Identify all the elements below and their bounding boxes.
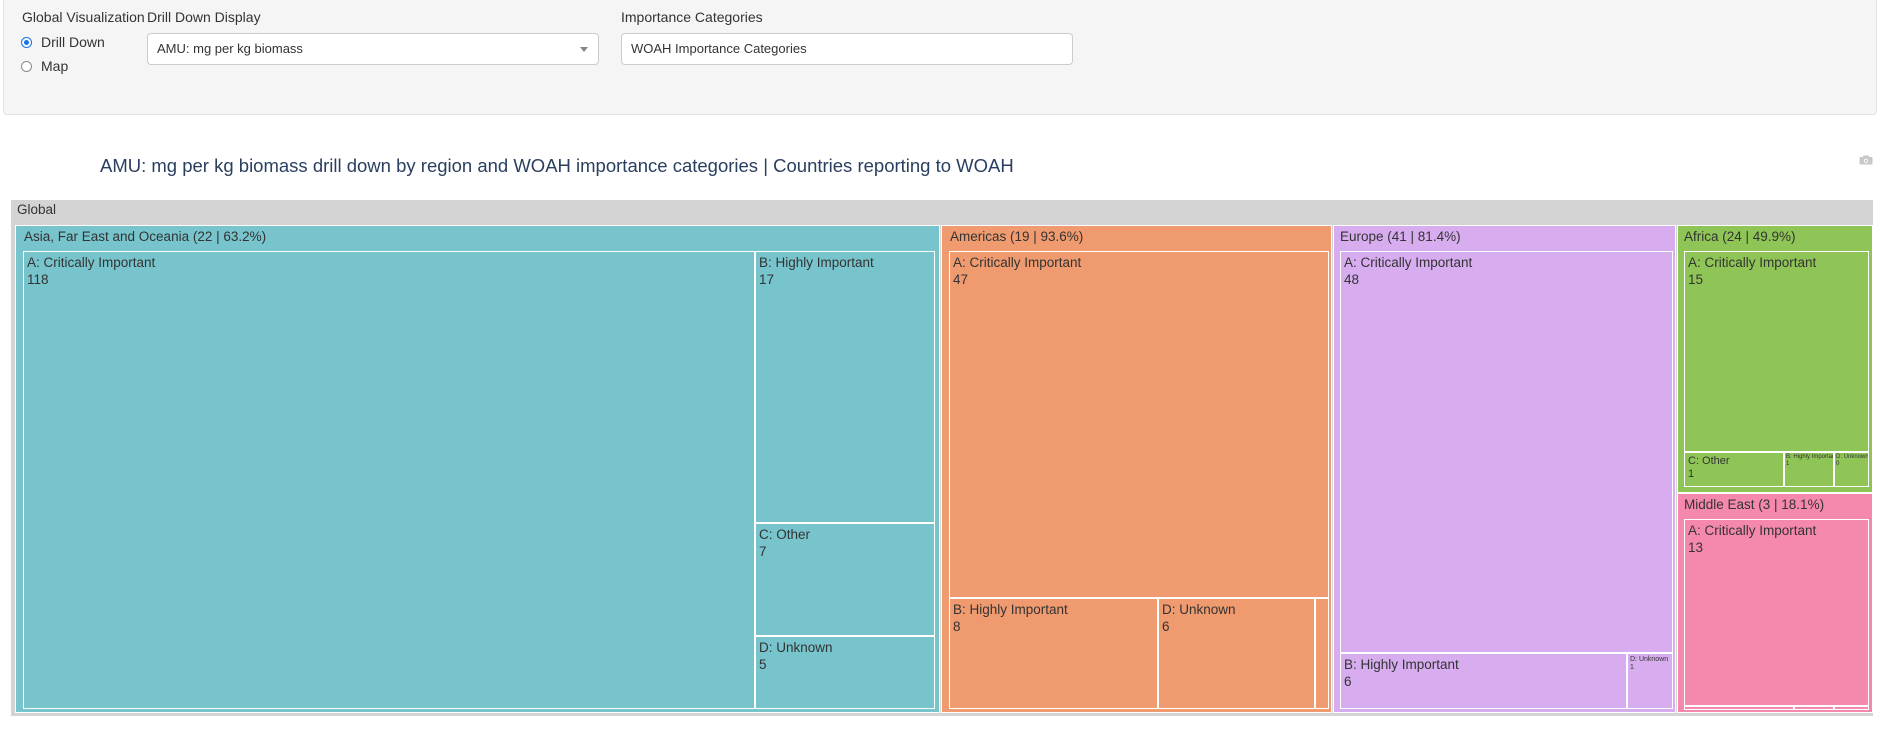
- tile-americas-small[interactable]: [1315, 598, 1329, 709]
- tile-label: A: Critically Important: [953, 255, 1082, 270]
- tile-europe-d[interactable]: D: Unknown 1: [1627, 653, 1673, 709]
- region-label: Europe (41 | 81.4%): [1340, 229, 1461, 244]
- importance-categories-input[interactable]: WOAH Importance Categories: [621, 33, 1073, 65]
- tile-label: D: Unknown: [1630, 656, 1669, 663]
- plot-title: AMU: mg per kg biomass drill down by reg…: [100, 155, 1014, 176]
- drill-down-display-label: Drill Down Display: [147, 9, 261, 25]
- radio-map-label: Map: [41, 58, 69, 74]
- tile-label: B: Highly Important: [1786, 454, 1834, 460]
- tile-value: 5: [759, 657, 767, 672]
- tile-label: A: Critically Important: [1344, 255, 1473, 270]
- region-label: Africa (24 | 49.9%): [1684, 229, 1796, 244]
- tile-label: B: Highly Important: [953, 602, 1068, 617]
- tile-asia-c[interactable]: C: Other 7: [755, 523, 935, 636]
- tile-asia-d[interactable]: D: Unknown 5: [755, 636, 935, 709]
- tile-value: 0: [1836, 461, 1840, 467]
- tile-value: 48: [1344, 272, 1360, 287]
- tile-africa-b[interactable]: B: Highly Important 1: [1784, 452, 1834, 487]
- drill-down-select-value: AMU: mg per kg biomass: [157, 41, 303, 56]
- tile-asia-a[interactable]: A: Critically Important 118: [23, 251, 755, 709]
- region-label: Americas (19 | 93.6%): [950, 229, 1084, 244]
- importance-categories-value: WOAH Importance Categories: [631, 41, 807, 56]
- root-label: Global: [17, 202, 57, 217]
- radio-drill-down[interactable]: Drill Down: [21, 34, 105, 50]
- radio-drill-down-label: Drill Down: [41, 34, 105, 50]
- region-label: Asia, Far East and Oceania (22 | 63.2%): [24, 229, 267, 244]
- tile-middle-east-small[interactable]: [1834, 706, 1869, 710]
- tile-africa-a[interactable]: A: Critically Important 15: [1684, 251, 1869, 452]
- tile-label: C: Other: [1688, 455, 1730, 467]
- tile-middle-east-small[interactable]: [1684, 706, 1794, 710]
- tile-africa-d[interactable]: D: Unknown 0: [1834, 452, 1869, 487]
- tile-value: 6: [1162, 619, 1170, 634]
- drill-down-select[interactable]: AMU: mg per kg biomass: [147, 33, 599, 65]
- tile-value: 118: [27, 272, 49, 287]
- tile-asia-b[interactable]: B: Highly Important 17: [755, 251, 935, 523]
- camera-icon[interactable]: [1859, 155, 1873, 165]
- tile-label: D: Unknown: [1162, 602, 1236, 617]
- tile-value: 15: [1688, 272, 1704, 287]
- tile-middle-east-small[interactable]: [1794, 706, 1834, 710]
- tile-label: C: Other: [759, 527, 811, 542]
- radio-unchecked-icon[interactable]: [21, 60, 32, 72]
- tile-europe-a[interactable]: A: Critically Important 48: [1340, 251, 1673, 653]
- tile-value: 8: [953, 619, 961, 634]
- chevron-down-icon[interactable]: [580, 47, 588, 52]
- tile-africa-c[interactable]: C: Other 1: [1684, 452, 1784, 487]
- tile-americas-a[interactable]: A: Critically Important 47: [949, 251, 1329, 598]
- tile-value: 17: [759, 272, 775, 287]
- tile-value: 1: [1786, 461, 1790, 467]
- importance-categories-label: Importance Categories: [621, 9, 763, 25]
- treemap-plot: AMU: mg per kg biomass drill down by reg…: [3, 145, 1877, 732]
- tile-value: 47: [953, 272, 969, 287]
- global-visualization-label: Global Visualization: [22, 9, 145, 25]
- tile-label: A: Critically Important: [1688, 255, 1817, 270]
- tile-label: A: Critically Important: [27, 255, 156, 270]
- tile-americas-d[interactable]: D: Unknown 6: [1158, 598, 1315, 709]
- tile-value: 13: [1688, 540, 1704, 555]
- controls-panel: Global Visualization Drill Down Map Dril…: [3, 0, 1877, 115]
- tile-middle-east-a[interactable]: A: Critically Important 13: [1684, 519, 1869, 706]
- tile-label: D: Unknown: [759, 640, 833, 655]
- tile-label: A: Critically Important: [1688, 523, 1817, 538]
- region-label: Middle East (3 | 18.1%): [1684, 497, 1825, 512]
- tile-value: 7: [759, 544, 767, 559]
- tile-europe-b[interactable]: B: Highly Important 6: [1340, 653, 1627, 709]
- tile-americas-b[interactable]: B: Highly Important 8: [949, 598, 1158, 709]
- tile-value: 6: [1344, 674, 1352, 689]
- tile-label: B: Highly Important: [1344, 657, 1459, 672]
- tile-label: D: Unknown: [1836, 454, 1869, 460]
- tile-value: 1: [1630, 664, 1634, 671]
- radio-checked-icon[interactable]: [21, 36, 32, 48]
- tile-value: 1: [1688, 468, 1695, 480]
- radio-map[interactable]: Map: [21, 58, 68, 74]
- tile-label: B: Highly Important: [759, 255, 874, 270]
